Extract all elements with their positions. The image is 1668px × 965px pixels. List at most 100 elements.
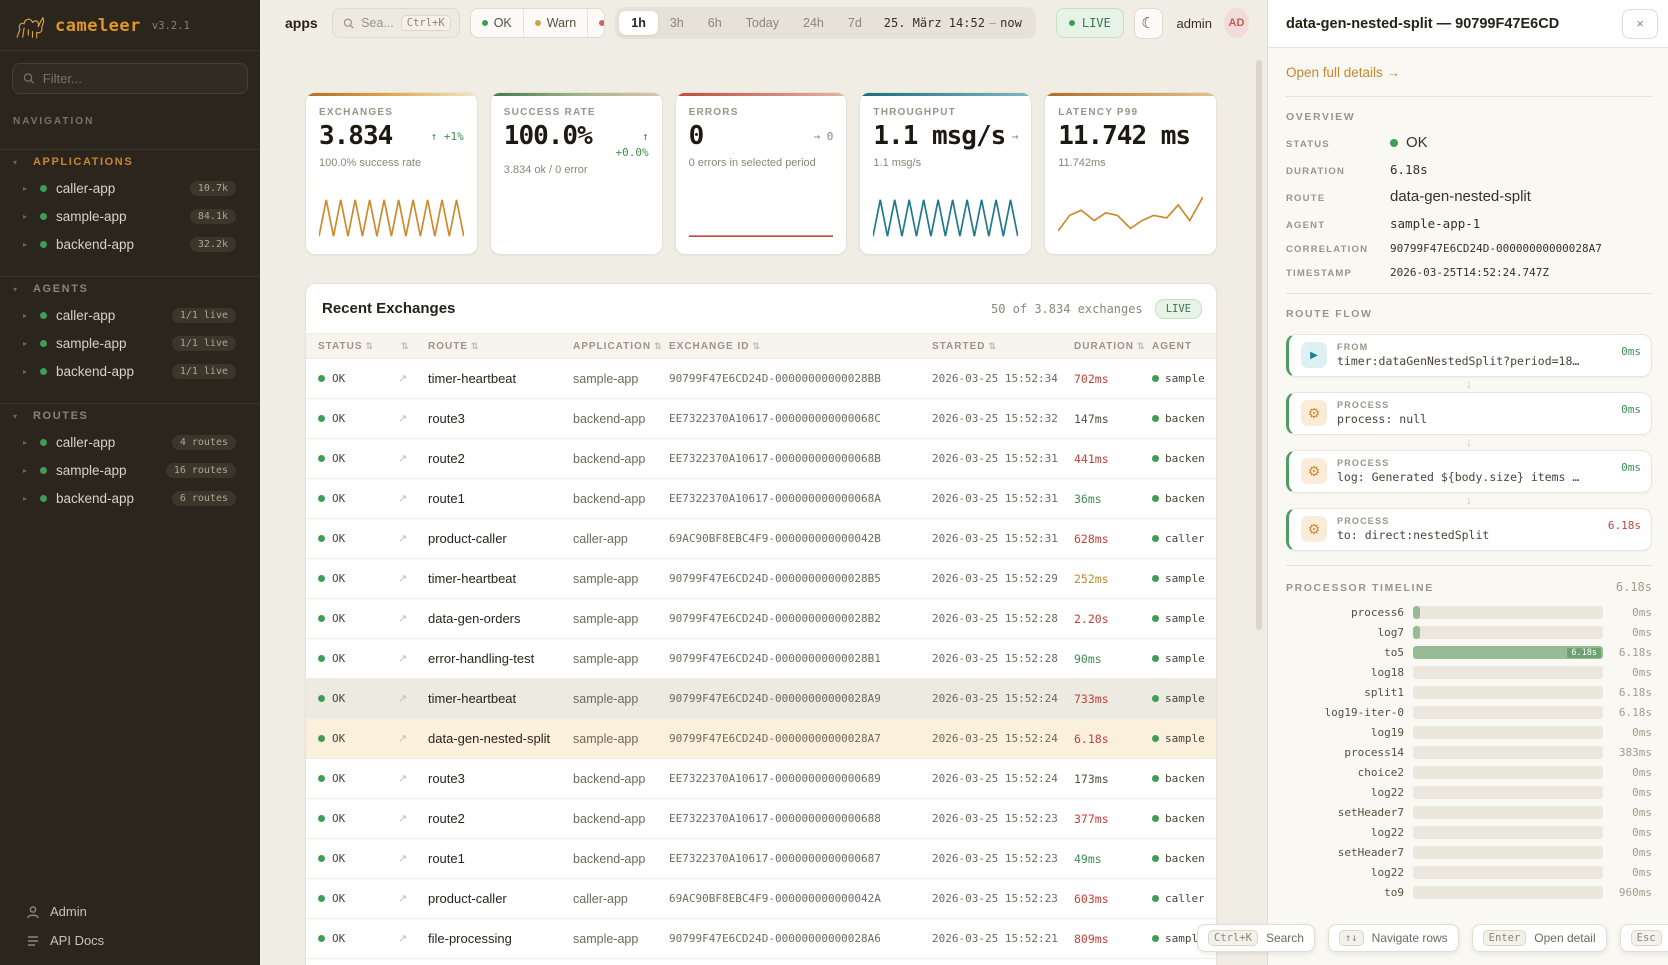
route-flow-step[interactable]: ⚙ PROCESS process: null 0ms	[1286, 392, 1652, 435]
overview-row: ROUTE data-gen-nested-split	[1286, 188, 1652, 205]
metric-card: THROUGHPUT 1.1 msg/s → 1.1 msg/s	[859, 92, 1033, 255]
column-header[interactable]: STARTED ⇅	[932, 340, 998, 352]
table-row[interactable]: OK ↗ route2 backend-app EE7322370A10617-…	[306, 439, 1216, 479]
metric-label: EXCHANGES	[319, 107, 394, 118]
open-exchange-icon[interactable]: ↗	[398, 733, 408, 745]
open-exchange-icon[interactable]: ↗	[398, 373, 408, 385]
open-exchange-icon[interactable]: ↗	[398, 413, 408, 425]
close-panel-button[interactable]: ×	[1622, 8, 1658, 39]
agent-dot	[1152, 775, 1159, 782]
time-range-button[interactable]: 1h	[619, 11, 658, 35]
status-dot	[40, 494, 47, 502]
chevron-right-icon: ▸	[23, 211, 28, 221]
timeline-row: process14 383ms	[1286, 746, 1652, 759]
column-header[interactable]: EXCHANGE ID ⇅	[669, 340, 761, 352]
chevron-right-icon: ▸	[23, 239, 28, 249]
table-row[interactable]: OK ↗ route3 backend-app EE7322370A10617-…	[306, 399, 1216, 439]
table-row[interactable]: OK ↗ error-handling-test sample-app 9079…	[306, 639, 1216, 679]
avatar[interactable]: AD	[1223, 8, 1250, 38]
sidebar-section-header[interactable]: ▾ APPLICATIONS	[0, 150, 260, 174]
sidebar-item[interactable]: ▸ caller-app 10.7k	[0, 174, 260, 202]
open-exchange-icon[interactable]: ↗	[398, 453, 408, 465]
column-header[interactable]: AGENT	[1152, 340, 1192, 352]
open-exchange-icon[interactable]: ↗	[398, 933, 408, 945]
scrollbar-thumb[interactable]	[1256, 60, 1262, 630]
sidebar-footer-item[interactable]: API Docs	[0, 926, 260, 955]
column-header[interactable]: STATUS ⇅	[318, 340, 375, 352]
sidebar-item[interactable]: ▸ backend-app 1/1 live	[0, 357, 260, 385]
filter-input[interactable]	[42, 71, 237, 86]
open-exchange-icon[interactable]: ↗	[398, 813, 408, 825]
table-row[interactable]: OK ↗ product-caller caller-app 69AC90BF8…	[306, 519, 1216, 559]
route-flow-step[interactable]: ▶ FROM timer:dataGenNestedSplit?period=1…	[1286, 334, 1652, 377]
table-row[interactable]: OK ↗ route3 backend-app EE7322370A10617-…	[306, 759, 1216, 799]
processor-name: setHeader7	[1337, 846, 1404, 859]
sidebar-item[interactable]: ▸ sample-app 1/1 live	[0, 329, 260, 357]
open-exchange-icon[interactable]: ↗	[398, 613, 408, 625]
time-range-button[interactable]: 7d	[847, 16, 862, 30]
sidebar-item[interactable]: ▸ caller-app 4 routes	[0, 428, 260, 456]
status-filter[interactable]: E	[588, 9, 605, 37]
search-placeholder: Sea...	[361, 16, 394, 30]
live-indicator[interactable]: LIVE	[1055, 8, 1124, 38]
column-header[interactable]: ⇅	[398, 341, 428, 352]
table-row[interactable]: OK ↗ file-processing sample-app 90799F47…	[306, 919, 1216, 959]
time-range-button[interactable]: 3h	[669, 16, 684, 30]
ok-dot	[318, 495, 325, 502]
open-full-details-link[interactable]: Open full details →	[1286, 65, 1401, 80]
sidebar-item[interactable]: ▸ backend-app 32.2k	[0, 230, 260, 258]
dark-mode-toggle[interactable]: ☾	[1133, 7, 1163, 39]
route-flow-step[interactable]: ⚙ PROCESS log: Generated ${body.size} it…	[1286, 450, 1652, 493]
sidebar-filter[interactable]	[12, 63, 248, 94]
sidebar-section-header[interactable]: ▾ ROUTES	[0, 404, 260, 428]
sidebar-section-header[interactable]: ▾ AGENTS	[0, 277, 260, 301]
route-flow-step[interactable]: ⚙ PROCESS to: direct:nestedSplit 6.18s	[1286, 508, 1652, 551]
exchange-id-cell: 90799F47E6CD24D-00000000000028A7	[669, 732, 881, 745]
step-kind: FROM	[1337, 342, 1369, 352]
time-range-button[interactable]: Today	[745, 16, 780, 30]
open-exchange-icon[interactable]: ↗	[398, 493, 408, 505]
open-exchange-icon[interactable]: ↗	[398, 853, 408, 865]
open-exchange-icon[interactable]: ↗	[398, 773, 408, 785]
sidebar-item[interactable]: ▸ backend-app 6 routes	[0, 484, 260, 512]
global-search[interactable]: Sea... Ctrl+K	[331, 8, 460, 38]
time-range-button[interactable]: 24h	[803, 16, 824, 30]
agent-cell: caller-app-1	[1152, 532, 1204, 545]
sidebar-item[interactable]: ▸ caller-app 1/1 live	[0, 301, 260, 329]
processor-duration: 0ms	[1632, 626, 1652, 639]
open-exchange-icon[interactable]: ↗	[398, 533, 408, 545]
table-row[interactable]: OK ↗ route2 backend-app EE7322370A10617-…	[306, 799, 1216, 839]
table-row[interactable]: OK ↗ timer-heartbeat sample-app 90799F47…	[306, 359, 1216, 399]
status-filter[interactable]: Warn	[524, 9, 589, 37]
table-row[interactable]: OK ↗ route1 backend-app EE7322370A10617-…	[306, 479, 1216, 519]
table-row[interactable]: OK ↗ data-gen-nested-split sample-app 90…	[306, 719, 1216, 759]
open-exchange-icon[interactable]: ↗	[398, 653, 408, 665]
ok-dot	[318, 815, 325, 822]
table-row[interactable]: OK ↗ data-gen-orders sample-app 90799F47…	[306, 599, 1216, 639]
column-header[interactable]: DURATION ⇅	[1074, 340, 1146, 352]
application-cell: backend-app	[573, 771, 646, 786]
table-row[interactable]: OK ↗ route1 backend-app EE7322370A10617-…	[306, 839, 1216, 879]
column-header[interactable]: APPLICATION ⇅	[573, 340, 663, 352]
column-header[interactable]: ROUTE ⇅	[428, 340, 480, 352]
table-row[interactable]: OK ↗ product-caller caller-app 69AC90BF8…	[306, 879, 1216, 919]
table-row[interactable]: OK ↗ timer-heartbeat sample-app 90799F47…	[306, 679, 1216, 719]
sidebar-item[interactable]: ▸ sample-app 16 routes	[0, 456, 260, 484]
open-exchange-icon[interactable]: ↗	[398, 893, 408, 905]
chevron-right-icon: ▸	[23, 310, 28, 320]
time-range-button[interactable]: 6h	[707, 16, 722, 30]
table-row[interactable]: OK ↗ timer-heartbeat sample-app 90799F47…	[306, 559, 1216, 599]
timeline-row: log22 0ms	[1286, 826, 1652, 839]
ok-dot	[318, 935, 325, 942]
open-exchange-icon[interactable]: ↗	[398, 693, 408, 705]
sidebar-footer-item[interactable]: Admin	[0, 897, 260, 926]
application-cell: caller-app	[573, 891, 628, 906]
sidebar-item[interactable]: ▸ sample-app 84.1k	[0, 202, 260, 230]
overview-row: AGENT sample-app-1	[1286, 216, 1652, 231]
open-exchange-icon[interactable]: ↗	[398, 573, 408, 585]
live-dot	[1068, 20, 1075, 26]
status-filter[interactable]: OK	[471, 9, 524, 37]
context-tab[interactable]: apps	[285, 15, 318, 31]
date-range-display[interactable]: 25. März 14:52— now	[883, 16, 1022, 30]
sidebar-item-badge: 1/1 live	[171, 307, 236, 323]
